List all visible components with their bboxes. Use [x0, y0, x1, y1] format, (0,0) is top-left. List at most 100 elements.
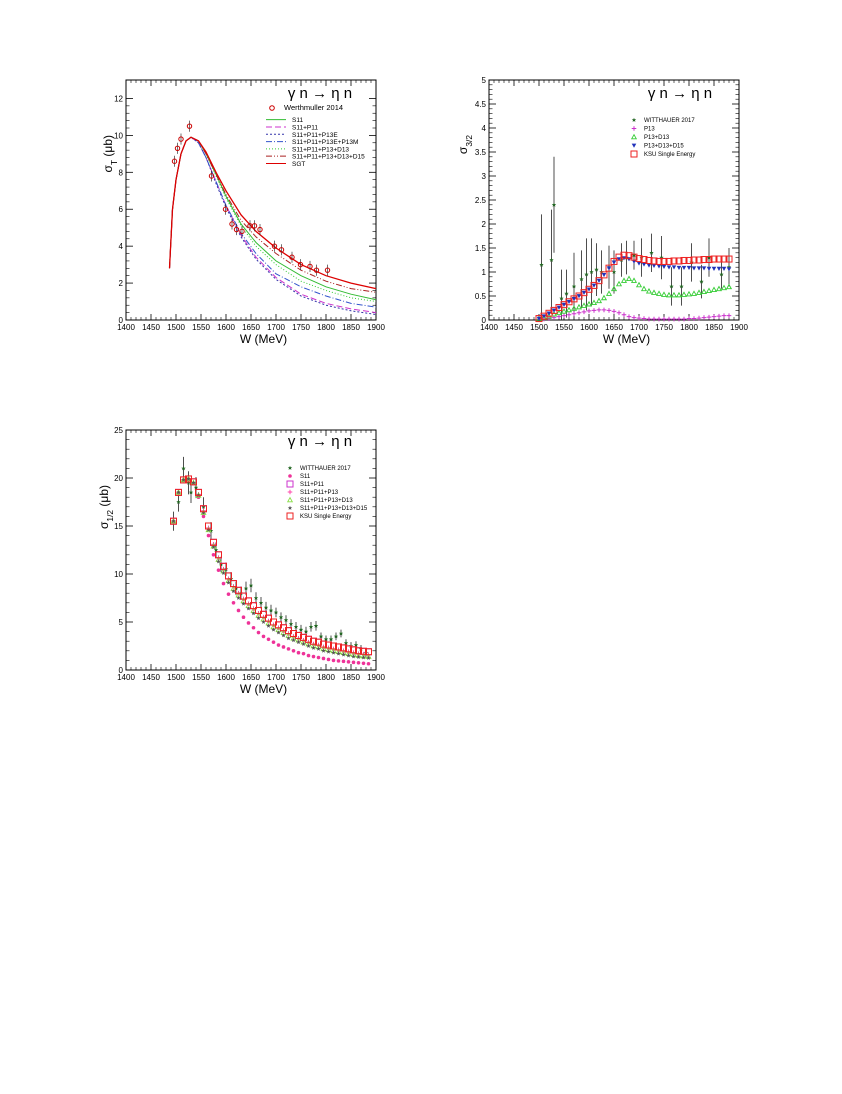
data-point	[311, 654, 316, 659]
y-tick-label: 0	[119, 666, 124, 675]
data-point	[584, 272, 589, 277]
y-tick-label: 3.5	[475, 148, 487, 157]
data-point	[645, 256, 653, 264]
data-point	[705, 256, 713, 264]
data-point	[271, 627, 276, 632]
data-point	[221, 570, 226, 575]
y-tick-label: 10	[114, 570, 123, 579]
data-point	[596, 278, 602, 283]
data-point	[366, 655, 371, 660]
legend-label: S11+P11+P13E	[292, 132, 338, 139]
data-point	[323, 637, 329, 642]
legend: WITTHAUER 2017 S11 S11+P11 S11+P11+P13 S11+P…	[286, 465, 368, 520]
data-point	[620, 277, 628, 283]
x-tick-label: 1550	[192, 673, 210, 682]
data-point	[307, 263, 313, 270]
data-point	[564, 291, 569, 296]
data-point	[631, 315, 637, 320]
data-point	[361, 655, 366, 660]
data-point	[595, 277, 603, 285]
legend-swatch	[630, 150, 638, 158]
data-point	[213, 547, 219, 552]
data-point	[571, 311, 577, 317]
data-point	[686, 316, 692, 321]
x-tick-label: 1400	[117, 323, 135, 332]
chart-panel-1: 1400 1450 1500 1550 1600 1650 1700 1750 1800 1850…	[101, 79, 385, 346]
data-point	[701, 266, 707, 271]
data-point	[535, 315, 543, 323]
data-point	[595, 297, 603, 304]
x-tick-label: 1700	[267, 673, 285, 682]
y-tick-label: 0.5	[475, 292, 487, 301]
data-point	[255, 606, 262, 614]
data-point	[606, 266, 612, 271]
data-point	[660, 257, 668, 265]
y-tick-label: 20	[114, 474, 123, 483]
data-point	[651, 316, 657, 322]
data-point	[231, 589, 236, 594]
data-point	[590, 281, 598, 289]
data-point	[180, 476, 187, 484]
data-point	[226, 580, 231, 585]
data-point	[675, 291, 683, 298]
plot-area	[535, 156, 733, 323]
data-point	[324, 267, 331, 273]
data-point	[341, 652, 346, 657]
data-point	[260, 610, 267, 618]
data-point	[625, 252, 633, 260]
legend-label: S11+P11+P13+D13+D15	[292, 154, 365, 161]
data-point	[193, 485, 199, 490]
series-line-0	[169, 136, 377, 301]
data-point	[611, 260, 617, 265]
y-tick-label: 6	[119, 205, 124, 214]
legend-label: S11+P11+P13	[300, 490, 339, 496]
data-point	[261, 619, 266, 624]
data-point	[353, 642, 359, 647]
legend-swatch	[269, 105, 275, 111]
data-point	[176, 490, 181, 495]
data-point	[611, 309, 617, 314]
data-point	[605, 290, 613, 296]
data-point	[235, 586, 242, 594]
data-point	[615, 280, 623, 287]
data-point	[679, 284, 684, 289]
data-point	[715, 285, 723, 292]
data-point	[601, 273, 607, 278]
data-point	[716, 313, 722, 319]
data-point	[330, 642, 337, 650]
data-point	[290, 630, 297, 638]
data-point	[236, 608, 241, 613]
data-point	[720, 255, 728, 263]
data-point	[685, 290, 693, 297]
data-point	[236, 595, 241, 600]
data-point	[605, 264, 613, 272]
data-point	[705, 287, 713, 294]
data-point	[355, 647, 362, 655]
chart-title: γ n → η n	[648, 85, 712, 102]
data-point	[630, 277, 638, 283]
data-point	[276, 643, 281, 647]
data-point	[216, 568, 221, 572]
data-point	[321, 656, 326, 661]
data-point	[671, 316, 677, 322]
x-tick-label: 1450	[142, 323, 160, 332]
data-point	[266, 637, 271, 642]
data-point	[328, 637, 334, 642]
x-tick-label: 1500	[530, 323, 548, 332]
data-point	[326, 657, 331, 662]
x-tick-label: 1400	[117, 673, 135, 682]
y-axis-label-group: σ3/2	[456, 135, 474, 154]
data-point	[208, 173, 215, 179]
data-point	[641, 262, 647, 267]
data-point	[726, 267, 732, 272]
data-point	[243, 586, 249, 591]
x-tick-label: 1700	[630, 323, 648, 332]
data-point	[225, 572, 232, 580]
data-point	[585, 300, 593, 307]
plot-area	[170, 456, 372, 666]
data-point	[710, 255, 718, 263]
data-point	[706, 266, 712, 271]
legend-swatch	[630, 133, 638, 140]
legend-swatch	[286, 512, 294, 520]
